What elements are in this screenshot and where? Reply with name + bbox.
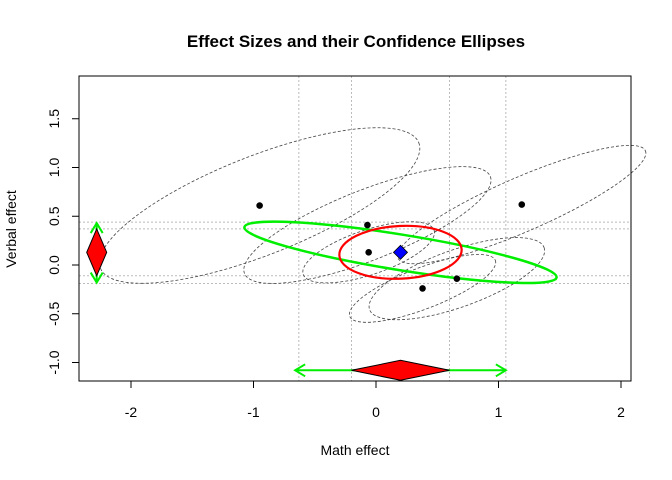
y-tick-label: 0.0 bbox=[46, 255, 62, 275]
y-axis: -1.0 -0.5 0.0 0.5 1.0 1.5 bbox=[46, 109, 80, 375]
x-axis: -2 -1 0 1 2 bbox=[125, 380, 625, 420]
study-ellipse bbox=[368, 237, 546, 321]
y-tick-label: -1.0 bbox=[46, 350, 62, 374]
data-points bbox=[256, 201, 526, 292]
y-tick-label: 0.5 bbox=[46, 206, 62, 226]
data-point bbox=[518, 201, 526, 208]
y-axis-label: Verbal effect bbox=[3, 190, 19, 268]
x-tick-label: -1 bbox=[247, 404, 260, 420]
x-tick-label: -2 bbox=[125, 404, 138, 420]
y-pi-arrowhead-bottom bbox=[89, 272, 104, 285]
y-confidence-diamond bbox=[86, 227, 108, 277]
x-tick-label: 2 bbox=[617, 404, 625, 420]
study-ellipse bbox=[397, 144, 647, 265]
chart-title: Effect Sizes and their Confidence Ellips… bbox=[187, 32, 525, 51]
study-ellipses bbox=[99, 127, 647, 323]
data-point bbox=[364, 221, 371, 229]
x-tick-label: 1 bbox=[495, 404, 503, 420]
y-pi-arrowhead-top bbox=[89, 221, 104, 234]
summary-point bbox=[392, 244, 409, 260]
study-ellipse bbox=[243, 166, 492, 284]
data-point bbox=[453, 275, 461, 282]
y-tick-label: -0.5 bbox=[46, 301, 62, 325]
x-pi-arrowhead-left bbox=[293, 363, 306, 378]
confidence-ellipse bbox=[338, 224, 463, 280]
study-ellipse bbox=[302, 221, 435, 284]
y-tick-label: 1.0 bbox=[46, 158, 62, 178]
data-point bbox=[365, 249, 372, 256]
y-tick-label: 1.5 bbox=[46, 109, 62, 129]
study-ellipse bbox=[348, 254, 497, 323]
prediction-ellipse bbox=[243, 220, 558, 285]
x-axis-label: Math effect bbox=[320, 442, 389, 458]
marginal-layer bbox=[86, 221, 508, 381]
x-tick-label: 0 bbox=[372, 404, 380, 420]
data-point bbox=[419, 285, 426, 292]
x-confidence-diamond bbox=[351, 359, 450, 381]
x-pi-arrowhead-right bbox=[495, 363, 508, 378]
summary-layer bbox=[243, 220, 558, 285]
data-point bbox=[256, 202, 263, 209]
study-ellipse bbox=[99, 127, 421, 284]
